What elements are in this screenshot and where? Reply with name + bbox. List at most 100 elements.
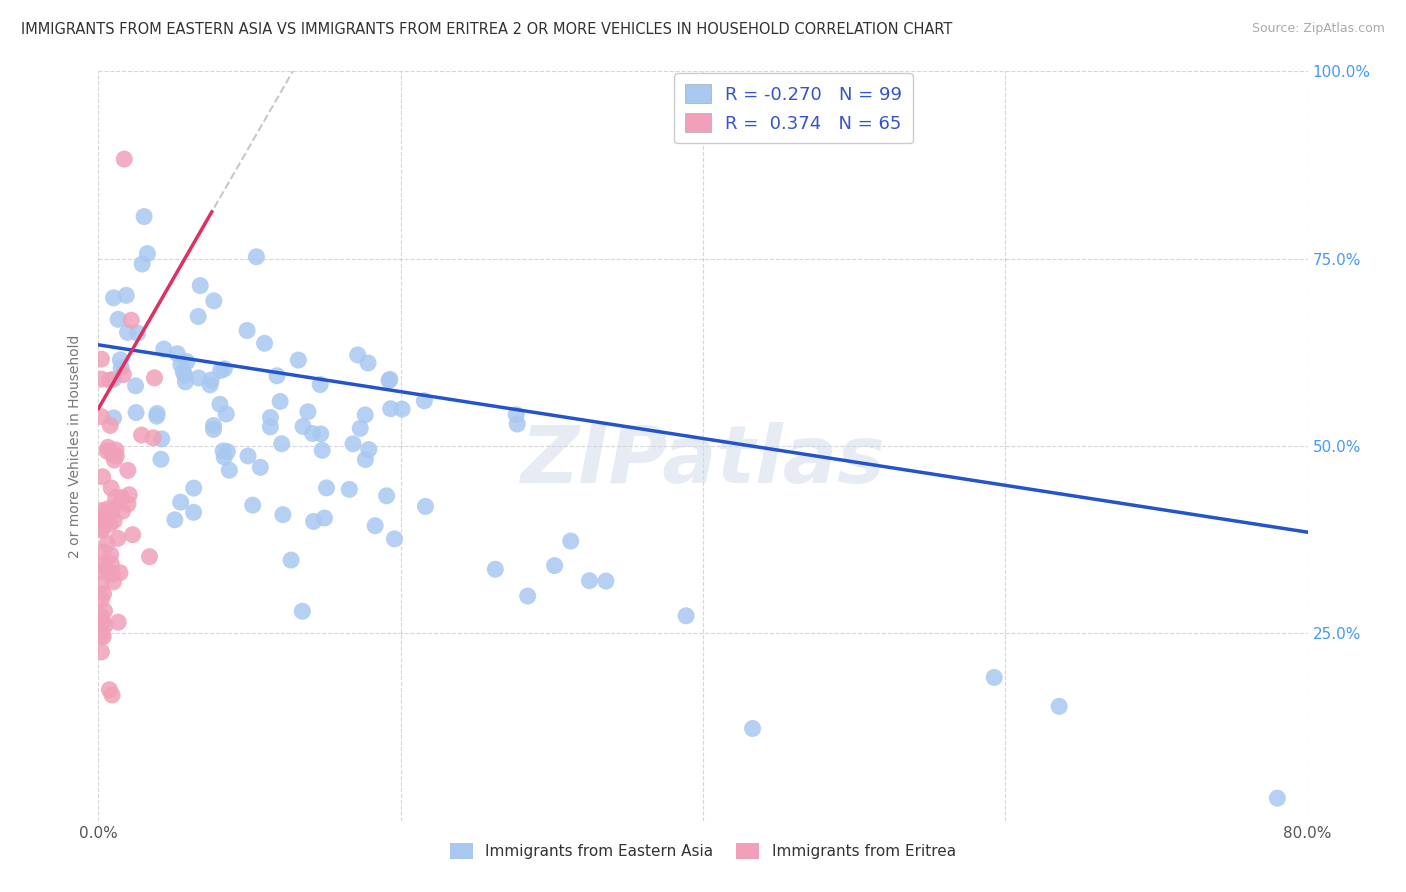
Point [138, 549, 160, 564]
Point [543, 558, 565, 573]
Point [169, 495, 191, 509]
Point [117, 497, 139, 511]
Point [354, 408, 377, 422]
Point [163, 513, 186, 527]
Point [375, 489, 398, 503]
Point [174, 375, 197, 389]
Point [90, 577, 112, 591]
Point [259, 410, 281, 425]
Point [292, 419, 315, 434]
Point [354, 452, 377, 467]
Point [174, 368, 197, 383]
Point [188, 278, 211, 293]
Point [214, 361, 236, 376]
Point [121, 527, 143, 541]
Point [170, 358, 193, 372]
Point [90, 558, 112, 572]
Point [112, 368, 135, 382]
Point [94, 508, 117, 523]
Point [1047, 699, 1070, 714]
Point [90, 372, 112, 386]
Point [187, 371, 209, 385]
Point [94, 618, 117, 632]
Point [595, 574, 617, 588]
Point [131, 257, 153, 271]
Point [103, 574, 125, 589]
Point [287, 353, 309, 368]
Point [90, 617, 112, 632]
Point [100, 548, 122, 562]
Point [93, 587, 115, 601]
Point [560, 534, 582, 549]
Point [380, 401, 402, 416]
Point [90, 645, 112, 659]
Point [90, 619, 112, 633]
Point [90, 521, 112, 535]
Legend: Immigrants from Eastern Asia, Immigrants from Eritrea: Immigrants from Eastern Asia, Immigrants… [444, 838, 962, 865]
Y-axis label: 2 or more Vehicles in Household: 2 or more Vehicles in Household [69, 334, 83, 558]
Point [270, 436, 292, 450]
Point [98, 516, 121, 531]
Point [378, 374, 401, 388]
Point [198, 377, 221, 392]
Point [236, 323, 259, 337]
Point [413, 393, 436, 408]
Text: ZIPatlas: ZIPatlas [520, 422, 886, 500]
Point [101, 567, 124, 582]
Point [146, 407, 169, 421]
Point [101, 688, 124, 702]
Point [384, 532, 406, 546]
Point [311, 443, 333, 458]
Point [103, 453, 125, 467]
Point [98, 373, 121, 387]
Point [124, 379, 146, 393]
Point [107, 615, 129, 629]
Point [675, 608, 697, 623]
Point [91, 469, 114, 483]
Point [152, 342, 174, 356]
Point [314, 511, 336, 525]
Point [117, 326, 139, 340]
Point [96, 536, 118, 550]
Point [309, 377, 332, 392]
Point [346, 348, 368, 362]
Point [90, 592, 112, 607]
Point [187, 310, 209, 324]
Point [253, 336, 276, 351]
Point [349, 421, 371, 435]
Text: Source: ZipAtlas.com: Source: ZipAtlas.com [1251, 22, 1385, 36]
Point [98, 418, 121, 433]
Point [357, 442, 380, 457]
Point [103, 514, 125, 528]
Point [131, 428, 153, 442]
Point [90, 622, 112, 636]
Point [266, 368, 288, 383]
Point [309, 426, 332, 441]
Point [280, 553, 302, 567]
Point [100, 557, 122, 571]
Point [391, 402, 413, 417]
Point [103, 291, 125, 305]
Point [127, 326, 149, 340]
Point [90, 352, 112, 367]
Point [94, 515, 117, 529]
Point [578, 574, 600, 588]
Point [104, 491, 127, 505]
Point [378, 372, 401, 386]
Point [150, 432, 173, 446]
Point [741, 722, 763, 736]
Point [484, 562, 506, 576]
Point [115, 288, 138, 302]
Point [107, 312, 129, 326]
Point [242, 498, 264, 512]
Point [302, 515, 325, 529]
Point [357, 356, 380, 370]
Point [218, 463, 240, 477]
Point [249, 460, 271, 475]
Point [103, 502, 125, 516]
Point [112, 152, 135, 166]
Point [209, 363, 232, 377]
Point [100, 481, 122, 495]
Point [97, 501, 120, 516]
Point [110, 360, 132, 375]
